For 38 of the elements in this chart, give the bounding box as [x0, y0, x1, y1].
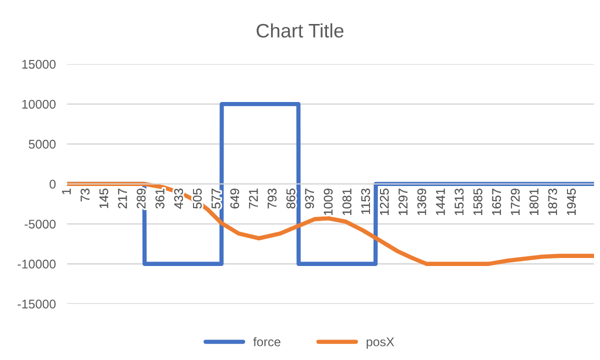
x-tick-label: 649 [230, 188, 240, 208]
x-tick-label: 289 [136, 188, 146, 208]
x-tick-label: 145 [100, 188, 108, 208]
x-tick-label: 1009 [324, 188, 333, 215]
y-tick-label: 15000 [22, 60, 56, 69]
x-tick-label: 1945 [566, 188, 576, 215]
x-tick-label: 1297 [398, 188, 408, 215]
legend-label: posX [366, 338, 394, 349]
x-tick-label: 1441 [436, 188, 445, 215]
y-tick-label: 0 [50, 180, 56, 189]
x-tick-label: 1225 [380, 188, 389, 215]
y-tick-label: -5000 [24, 220, 56, 229]
legend-label: force [253, 337, 280, 346]
x-tick-label: 1513 [454, 188, 464, 215]
x-tick-label: 1801 [530, 188, 538, 215]
x-tick-label: 793 [268, 188, 277, 208]
x-tick-label: 1 [62, 188, 71, 194]
x-tick-label: 1657 [492, 188, 501, 215]
x-tick-label: 217 [118, 188, 127, 208]
chart-title: Chart Title [256, 23, 344, 38]
x-tick-label: 721 [248, 188, 258, 208]
y-tick-label: -10000 [18, 260, 56, 269]
x-tick-label: 73 [80, 188, 90, 202]
x-tick-label: 865 [286, 188, 296, 208]
x-tick-label: 1369 [417, 188, 426, 215]
x-tick-label: 937 [305, 188, 314, 208]
x-tick-label: 1081 [342, 188, 352, 215]
y-tick-label: -15000 [18, 300, 56, 308]
x-tick-label: 361 [155, 188, 164, 209]
x-tick-label: 433 [174, 188, 184, 209]
x-tick-label: 1729 [510, 188, 520, 215]
x-tick-label: 1585 [473, 188, 482, 215]
x-tick-label: 1153 [361, 188, 370, 214]
x-tick-label: 1873 [548, 188, 558, 215]
x-tick-label: 505 [192, 188, 202, 208]
y-tick-label: 10000 [22, 100, 56, 109]
x-tick-label: 577 [212, 188, 220, 208]
y-tick-label: 5000 [28, 140, 56, 149]
